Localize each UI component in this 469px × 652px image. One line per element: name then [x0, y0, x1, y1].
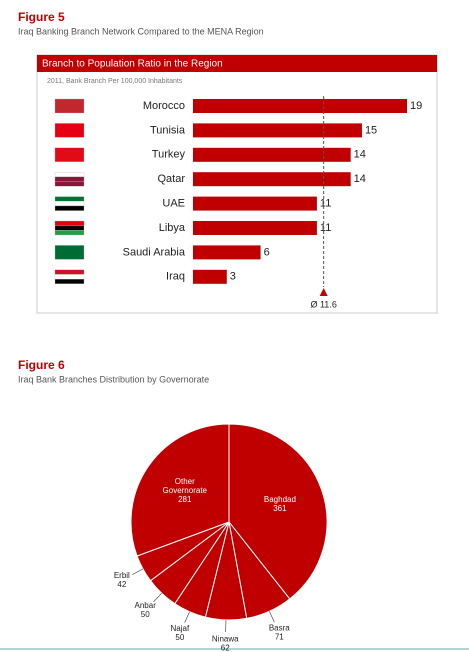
slice-value: 50 [141, 610, 150, 619]
value-label: 3 [230, 271, 236, 283]
category-label: Libya [159, 222, 186, 234]
flag [54, 147, 85, 162]
box-header [37, 55, 437, 72]
flag [54, 201, 85, 207]
bar [193, 147, 351, 162]
flag [54, 220, 85, 226]
category-label: Tunisia [150, 124, 186, 136]
average-marker [319, 288, 328, 296]
slice-category: Ninawa [212, 635, 239, 644]
flag [54, 123, 85, 138]
slice-category: Anbar [135, 601, 157, 610]
flag [54, 205, 85, 211]
flag [54, 278, 85, 284]
slice-value: 71 [275, 633, 284, 642]
category-label: Iraq [166, 271, 185, 283]
flag [54, 176, 85, 182]
slice-category: Basra [269, 624, 290, 633]
slice-label: Baghdad 361 [264, 495, 296, 513]
chart-title: Branch to Population Ratio in the Region [42, 59, 223, 70]
flag [54, 196, 85, 202]
slice-category: Erbil [114, 571, 130, 580]
slice-value: 361 [273, 504, 287, 513]
leader-line [153, 593, 162, 603]
flag [54, 274, 85, 280]
slice-category: Other Governorate [163, 477, 208, 495]
bar [193, 196, 317, 211]
pie-slice [228, 423, 328, 600]
category-label: Saudi Arabia [123, 246, 186, 258]
leader-line [269, 611, 275, 623]
slice-category: Baghdad [264, 495, 296, 504]
figure-label: Figure 5 [18, 10, 65, 24]
slice-value: 42 [117, 580, 126, 589]
slice-label: Anbar 50 [135, 601, 157, 619]
flag [54, 98, 85, 114]
flag [54, 172, 85, 178]
chart-subtitle: 2011, Bank Branch Per 100,000 Inhabitant… [47, 78, 183, 85]
figure-caption: Iraq Banking Branch Network Compared to … [18, 26, 264, 36]
bar [193, 123, 362, 138]
leader-line [132, 568, 144, 575]
bar [193, 99, 407, 113]
slice-value: 62 [221, 644, 230, 652]
flag [54, 181, 85, 187]
slice-value: 50 [175, 633, 184, 642]
slice-label: Other Governorate 281 [163, 477, 208, 504]
slice-label: Erbil 42 [114, 571, 130, 589]
slice-value: 281 [178, 495, 192, 504]
flag [54, 230, 85, 236]
slice-label: Ninawa 62 [212, 635, 239, 652]
slice-category: Najaf [171, 624, 190, 633]
category-label: UAE [162, 198, 185, 210]
pie-slice [130, 423, 230, 557]
bar [193, 269, 227, 284]
average-label: Ø 11.6 [310, 299, 336, 309]
value-label: 6 [264, 246, 270, 258]
figure-label: Figure 6 [18, 358, 65, 372]
value-label: 14 [354, 149, 366, 161]
leader-line [184, 611, 190, 623]
category-label: Turkey [152, 149, 186, 161]
slice-label: Basra 71 [269, 624, 290, 642]
category-label: Morocco [143, 100, 185, 112]
value-label: 11 [320, 198, 331, 210]
bar [193, 172, 351, 187]
value-label: 19 [410, 100, 422, 112]
bar [193, 221, 317, 235]
slice-label: Najaf 50 [171, 624, 190, 642]
flag [54, 245, 85, 260]
value-label: 11 [320, 222, 331, 234]
flag [54, 269, 85, 275]
value-label: 15 [365, 124, 377, 136]
value-label: 14 [354, 173, 366, 185]
bar [193, 245, 261, 260]
category-label: Qatar [157, 173, 185, 185]
flag [54, 225, 85, 231]
figure-caption: Iraq Bank Branches Distribution by Gover… [18, 374, 209, 384]
